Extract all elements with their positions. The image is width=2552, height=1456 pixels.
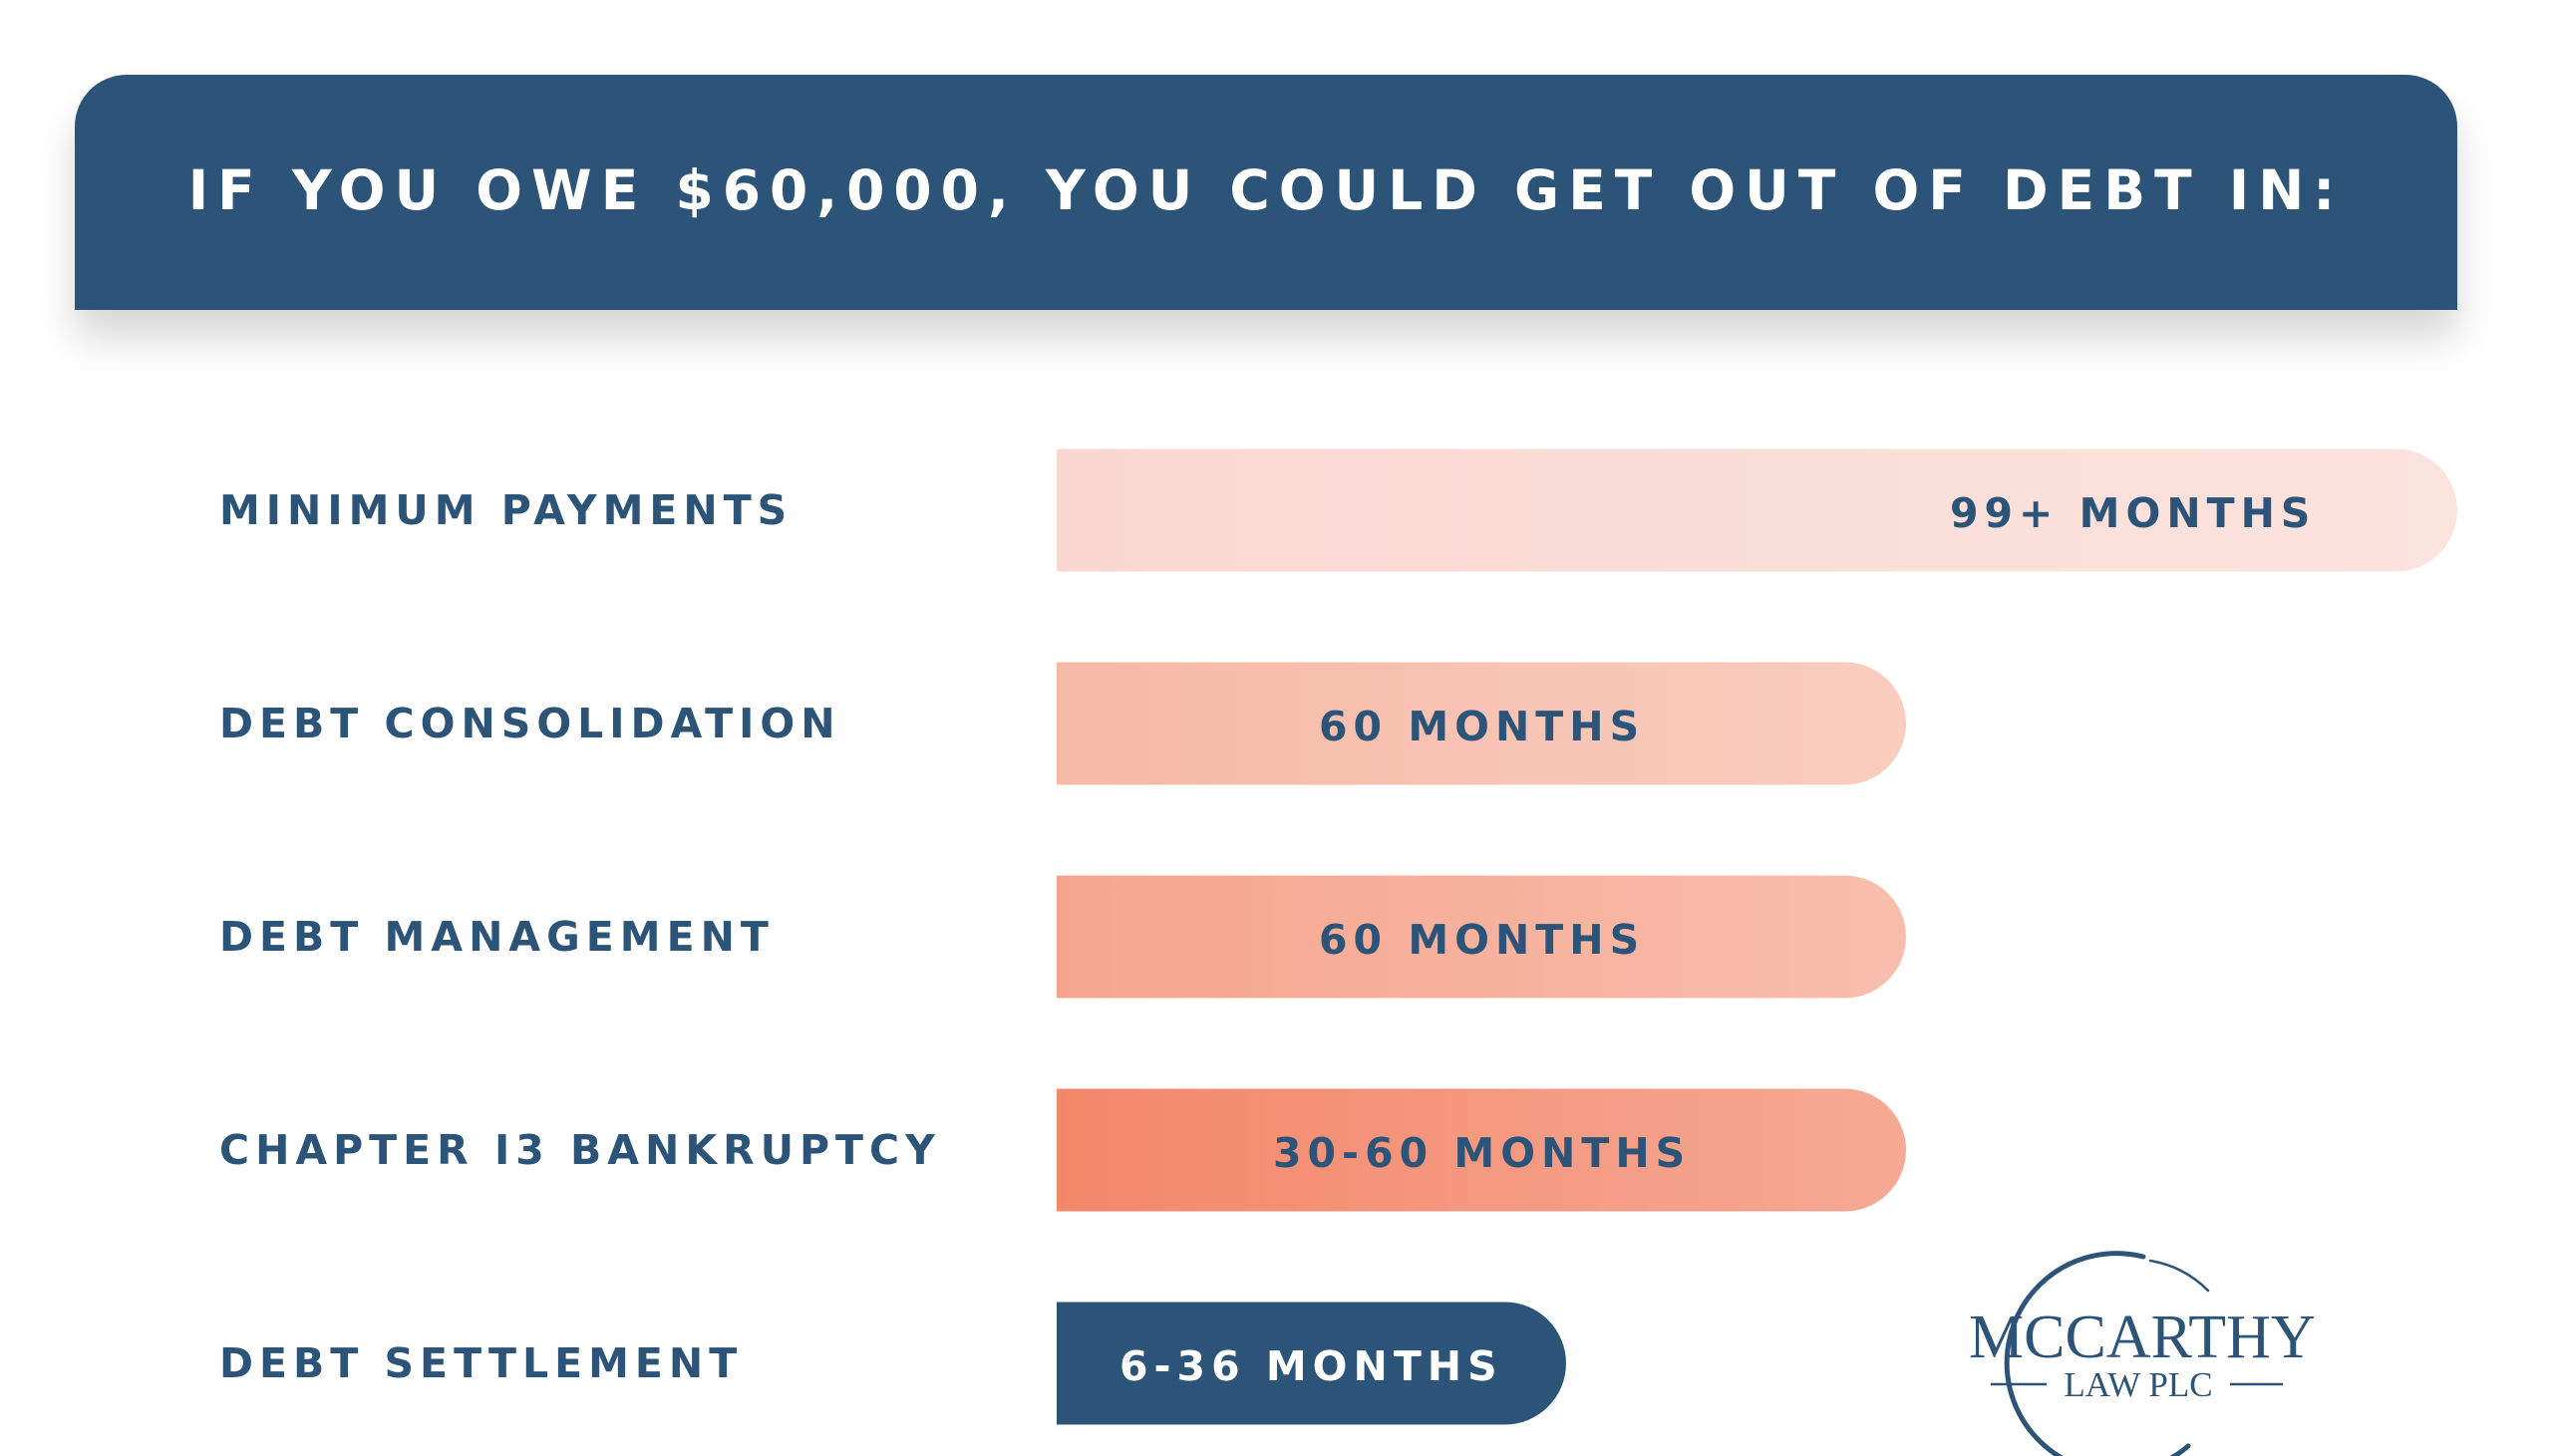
chart-title: IF YOU OWE $60,000, YOU COULD GET OUT OF… xyxy=(187,158,2345,222)
value-label-minimum-payments: 99+ MONTHS xyxy=(1950,489,2317,537)
logo-subtitle: LAW PLC xyxy=(2064,1365,2212,1404)
mccarthy-law-logo: MCCARTHY LAW PLC xyxy=(1969,1251,2316,1456)
value-label-debt-management: 60 MONTHS xyxy=(1319,916,1646,964)
logo-name: MCCARTHY xyxy=(1969,1304,2316,1371)
bar-debt-settlement xyxy=(1057,1302,1566,1425)
bar-minimum-payments xyxy=(1057,448,2457,572)
bar-debt-management xyxy=(1057,875,1906,999)
value-label-debt-settlement: 6-36 MONTHS xyxy=(1119,1342,1503,1390)
bar-debt-consolidation xyxy=(1057,662,1906,785)
category-label-chapter-13-bankruptcy: CHAPTER I3 BANKRUPTCY xyxy=(219,1126,941,1174)
value-label-debt-consolidation: 60 MONTHS xyxy=(1319,703,1646,750)
chart-title-banner: IF YOU OWE $60,000, YOU COULD GET OUT OF… xyxy=(75,75,2457,310)
bar-chapter-13-bankruptcy xyxy=(1057,1088,1906,1212)
category-label-debt-settlement: DEBT SETTLEMENT xyxy=(219,1339,744,1387)
category-label-debt-management: DEBT MANAGEMENT xyxy=(219,913,775,961)
value-label-chapter-13-bankruptcy: 30-60 MONTHS xyxy=(1273,1129,1692,1177)
category-label-minimum-payments: MINIMUM PAYMENTS xyxy=(219,486,794,534)
category-label-debt-consolidation: DEBT CONSOLIDATION xyxy=(219,700,841,747)
